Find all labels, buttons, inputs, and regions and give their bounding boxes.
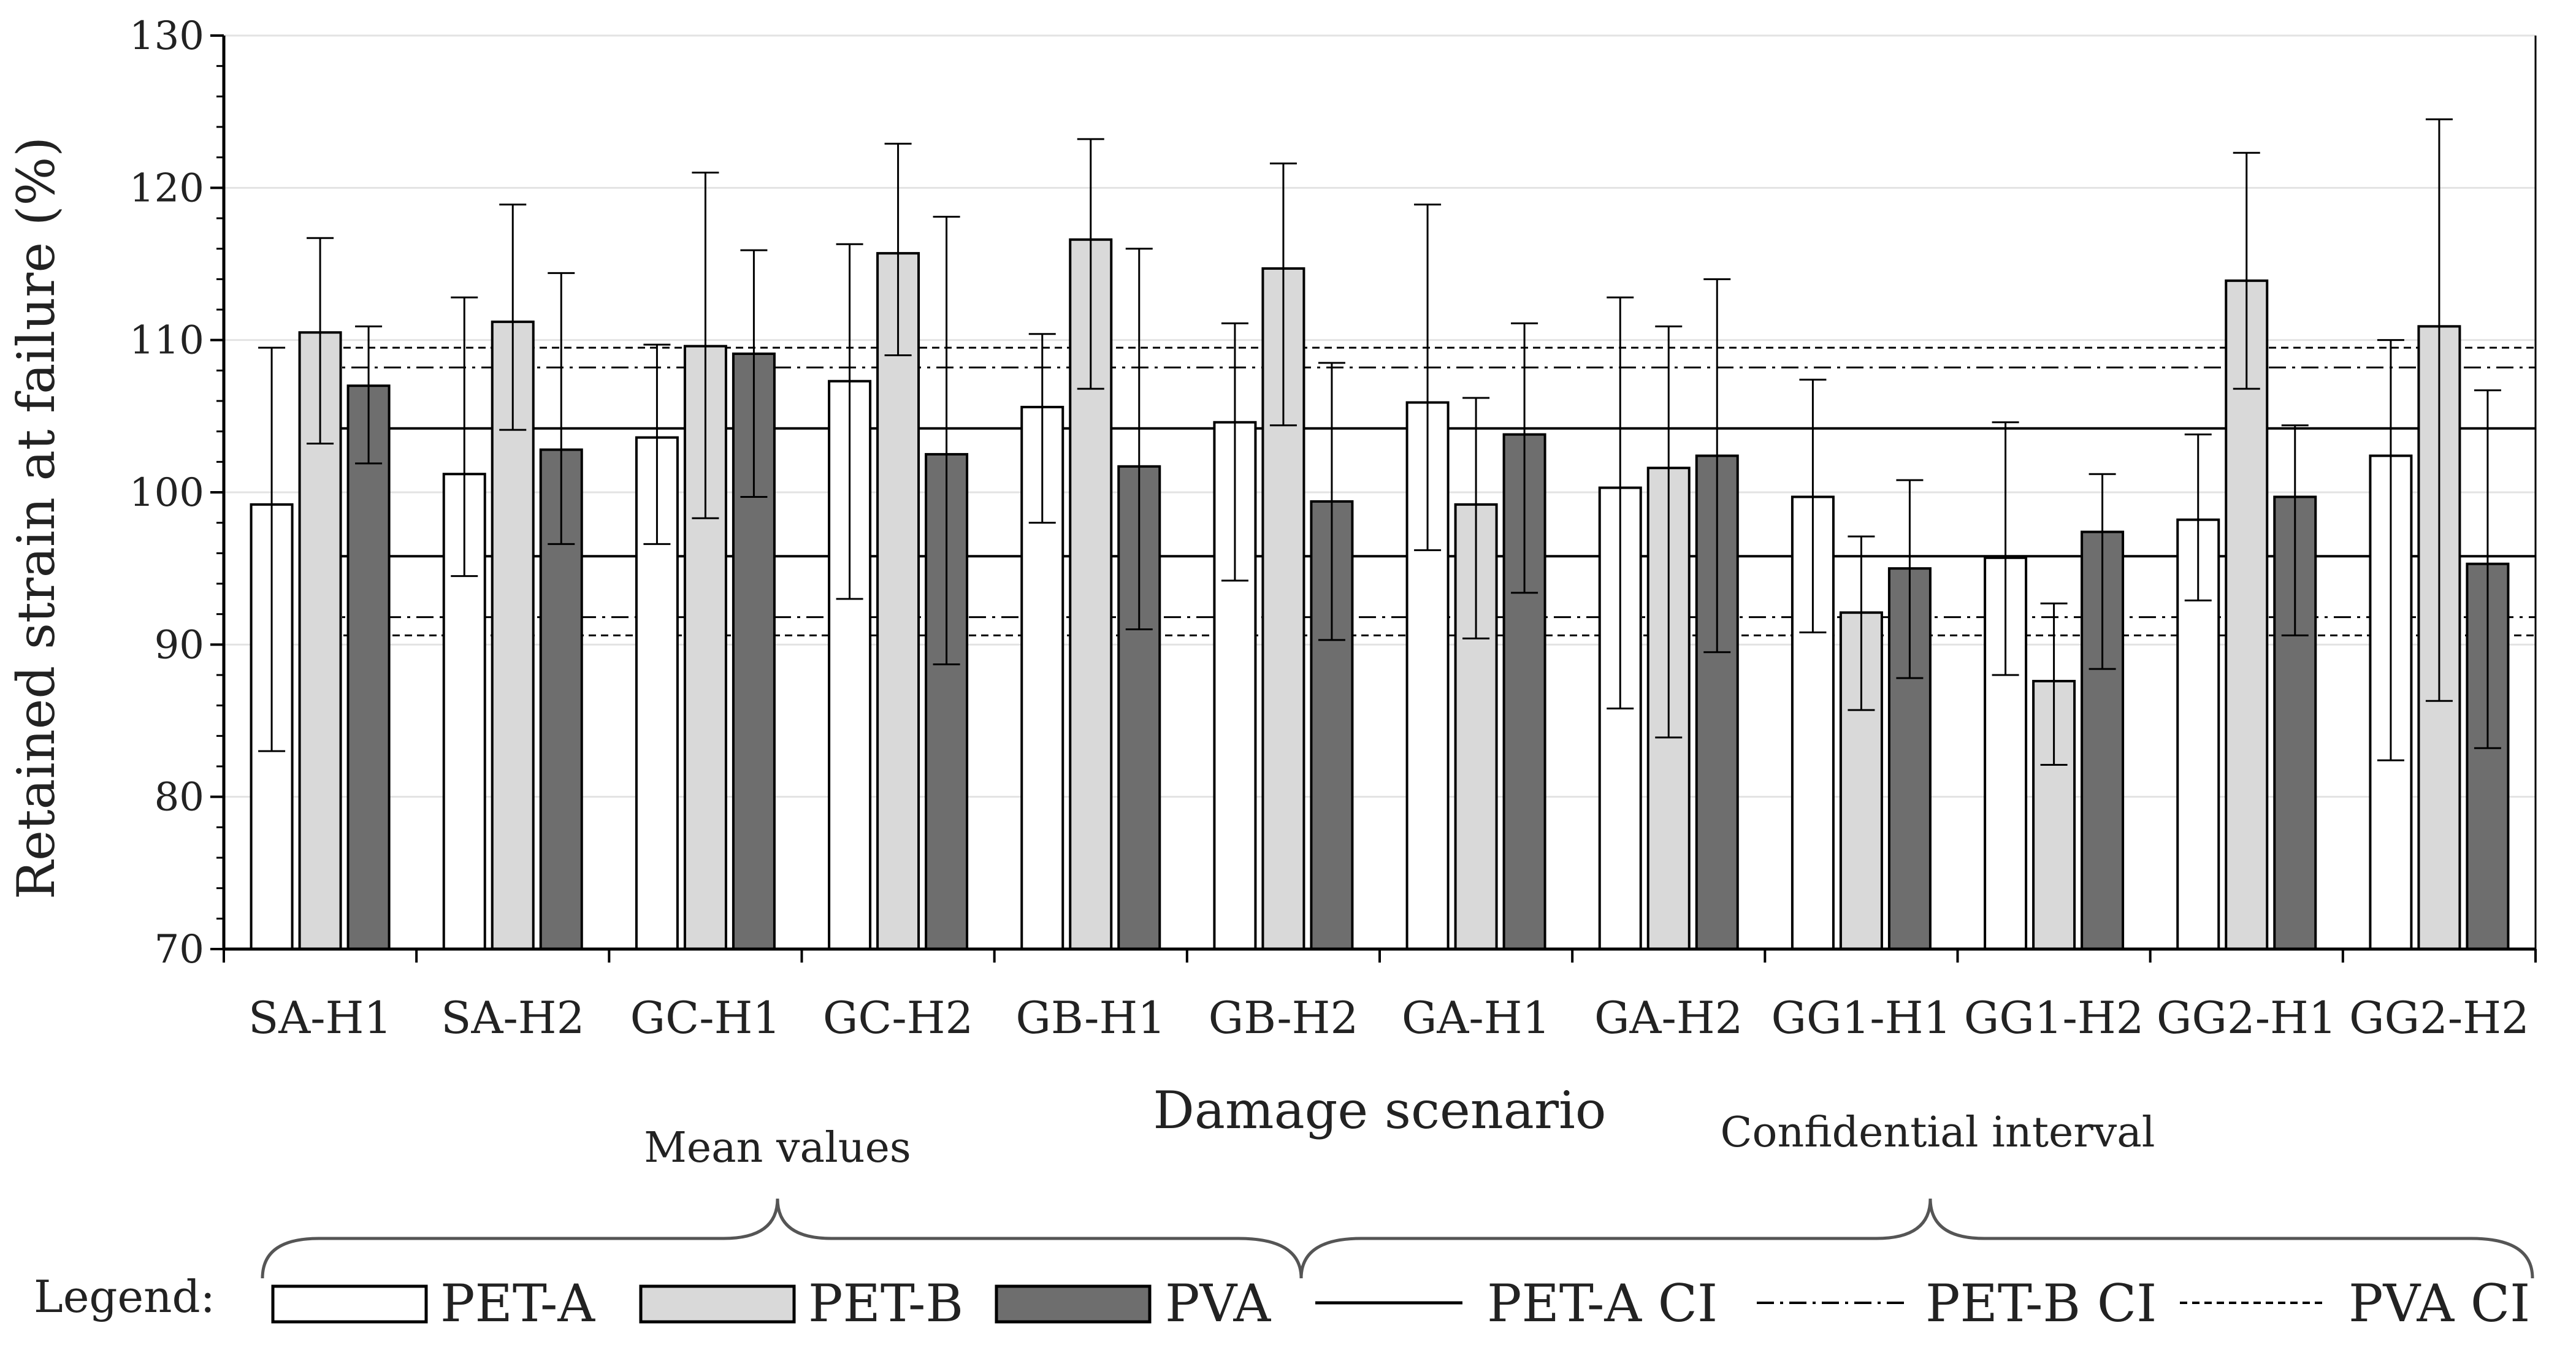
legend-label-pet-a-ci: PET-A CI [1487,1273,1718,1333]
x-axis-title: Damage scenario [1153,1080,1607,1140]
legend-swatch-pet-b [639,1284,796,1324]
mean-values-brace [261,1198,1303,1279]
legend-prefix: Legend: [34,1271,215,1322]
y-tick-label: 90 [155,622,204,668]
x-category-label: GG1-H1 [1771,992,1952,1043]
axes: 70 80 90 100 110 120 130 SA-H1 SA-H2 GC-H1 GC-H2 GB… [129,13,2537,1043]
y-tick-label: 120 [129,166,204,211]
bars [250,238,2510,951]
x-category-label: GB-H2 [1209,992,1359,1043]
x-category-label: SA-H1 [248,992,392,1043]
bar-pet-b-gc-h2 [876,252,920,950]
legend-label-pet-a: PET-A [440,1273,595,1333]
legend-label-pet-b: PET-B [808,1273,963,1333]
legend: Legend: PET-A PET-B PVA PET-A CI PET-B C… [34,1271,2530,1333]
confidential-interval-label: Confidential interval [1721,1108,2155,1157]
x-category-label: GG1-H2 [1964,992,2144,1043]
x-category-label: GC-H2 [823,992,974,1043]
confidential-interval-brace [1299,1198,2534,1279]
legend-label-pva-ci: PVA CI [2349,1273,2530,1333]
y-axis-title: Retained strain at failure (%) [6,137,66,899]
mean-values-label: Mean values [644,1124,911,1172]
bar-pet-a-gb-h1 [1020,405,1064,950]
bar-pva-sa-h1 [346,384,391,950]
grid-layer [224,34,2536,798]
legend-label-pva: PVA [1165,1273,1271,1333]
bar-pet-b-ga-h1 [1454,503,1498,950]
x-category-label: GA-H2 [1594,992,1743,1043]
legend-swatch-pet-a [271,1284,428,1324]
y-tick-label: 70 [155,927,204,972]
y-tick-label: 80 [155,775,204,820]
y-tick-label: 100 [129,470,204,516]
error-bars [258,118,2501,766]
x-category-label: GG2-H2 [2349,992,2529,1043]
x-category-label: GG2-H1 [2157,992,2337,1043]
legend-swatch-pva [995,1284,1152,1324]
x-category-label: GA-H1 [1402,992,1550,1043]
x-category-label: GB-H1 [1015,992,1166,1043]
y-tick-label: 130 [129,13,204,59]
x-category-label: GC-H1 [630,992,781,1043]
x-category-label: SA-H2 [441,992,584,1043]
y-tick-label: 110 [129,318,204,364]
legend-label-pet-b-ci: PET-B CI [1925,1273,2157,1333]
